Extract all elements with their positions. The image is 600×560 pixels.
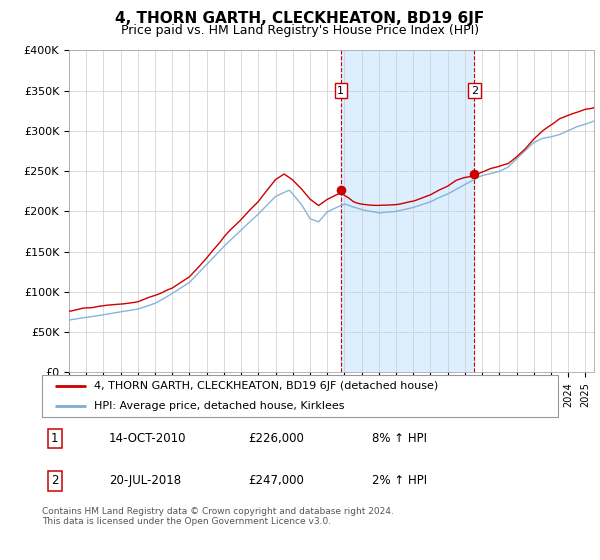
- Text: HPI: Average price, detached house, Kirklees: HPI: Average price, detached house, Kirk…: [94, 402, 344, 411]
- Text: 2: 2: [471, 86, 478, 96]
- Text: 2% ↑ HPI: 2% ↑ HPI: [372, 474, 427, 487]
- Text: 1: 1: [51, 432, 59, 445]
- Text: 4, THORN GARTH, CLECKHEATON, BD19 6JF (detached house): 4, THORN GARTH, CLECKHEATON, BD19 6JF (d…: [94, 381, 438, 391]
- Bar: [341, 50, 475, 372]
- Text: 20-JUL-2018: 20-JUL-2018: [109, 474, 181, 487]
- Text: 14-OCT-2010: 14-OCT-2010: [109, 432, 187, 445]
- Text: 8% ↑ HPI: 8% ↑ HPI: [372, 432, 427, 445]
- Text: 4, THORN GARTH, CLECKHEATON, BD19 6JF: 4, THORN GARTH, CLECKHEATON, BD19 6JF: [115, 11, 485, 26]
- Text: 2: 2: [51, 474, 59, 487]
- Text: Price paid vs. HM Land Registry's House Price Index (HPI): Price paid vs. HM Land Registry's House …: [121, 24, 479, 36]
- FancyBboxPatch shape: [42, 375, 558, 417]
- Text: £247,000: £247,000: [248, 474, 304, 487]
- Text: Contains HM Land Registry data © Crown copyright and database right 2024.
This d: Contains HM Land Registry data © Crown c…: [42, 507, 394, 526]
- Text: £226,000: £226,000: [248, 432, 304, 445]
- Text: 1: 1: [337, 86, 344, 96]
- Point: [336, 186, 346, 195]
- Point: [470, 169, 479, 178]
